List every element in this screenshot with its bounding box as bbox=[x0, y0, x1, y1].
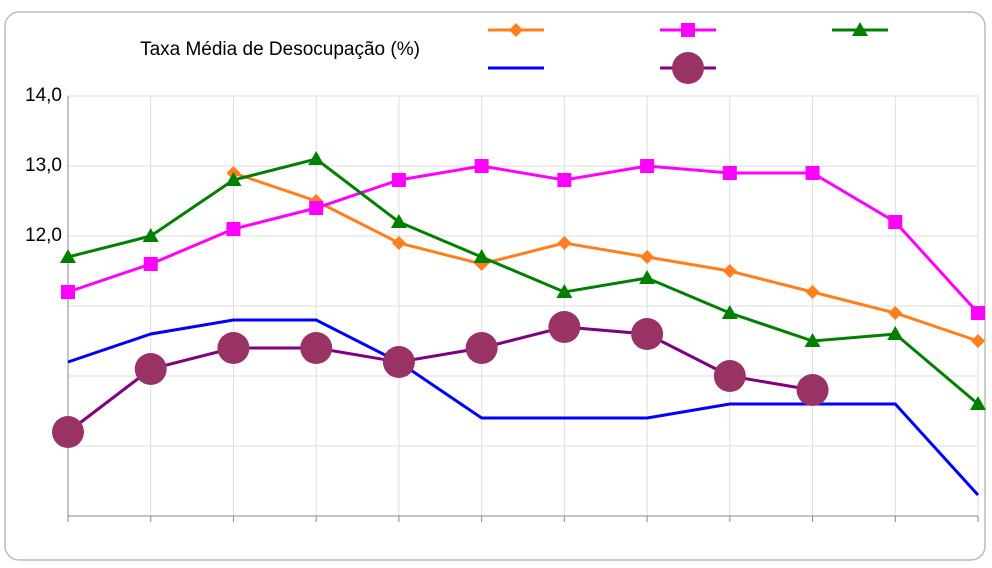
data-point bbox=[143, 257, 158, 271]
data-point bbox=[391, 173, 406, 187]
data-point bbox=[888, 215, 903, 229]
data-point bbox=[465, 332, 498, 364]
data-point bbox=[721, 305, 738, 319]
data-point bbox=[474, 159, 489, 173]
data-point bbox=[888, 306, 903, 320]
data-point bbox=[639, 270, 656, 284]
data-point bbox=[805, 285, 820, 299]
data-point bbox=[300, 332, 333, 364]
data-point bbox=[473, 249, 490, 263]
data-point bbox=[796, 374, 829, 406]
y-tick-label: 12,0 bbox=[25, 225, 62, 246]
data-point bbox=[390, 214, 407, 228]
data-point bbox=[391, 236, 406, 250]
data-point bbox=[225, 172, 242, 186]
data-point bbox=[217, 332, 250, 364]
data-point bbox=[309, 201, 324, 215]
legend-marker bbox=[852, 22, 868, 36]
data-point bbox=[134, 353, 167, 385]
data-point bbox=[556, 284, 573, 298]
data-point bbox=[382, 346, 415, 378]
data-point bbox=[971, 306, 985, 320]
data-point bbox=[61, 285, 75, 299]
data-point bbox=[557, 173, 572, 187]
data-point bbox=[60, 249, 76, 263]
data-point bbox=[713, 360, 746, 392]
data-point bbox=[804, 333, 821, 347]
data-point bbox=[548, 311, 581, 343]
data-point bbox=[308, 151, 325, 165]
series-line bbox=[67, 164, 980, 315]
data-point bbox=[722, 264, 737, 278]
chart-title: Taxa Média de Desocupação (%) bbox=[140, 39, 420, 60]
data-point bbox=[142, 228, 159, 242]
data-point bbox=[631, 318, 664, 350]
data-point bbox=[887, 326, 904, 340]
data-point bbox=[640, 250, 655, 264]
series-line bbox=[67, 318, 980, 497]
series-line bbox=[67, 325, 813, 434]
legend-marker bbox=[672, 52, 704, 84]
legend-marker bbox=[681, 23, 695, 37]
series-line bbox=[232, 171, 979, 343]
data-point bbox=[805, 166, 820, 180]
data-point bbox=[226, 222, 241, 236]
y-tick-label: 14,0 bbox=[25, 85, 62, 106]
data-point bbox=[640, 159, 655, 173]
legend-marker bbox=[509, 23, 523, 37]
data-point bbox=[722, 166, 737, 180]
data-point bbox=[52, 416, 84, 448]
y-tick-label: 13,0 bbox=[25, 155, 62, 176]
data-point bbox=[557, 236, 572, 250]
series-line bbox=[67, 157, 979, 406]
data-point bbox=[970, 396, 986, 410]
data-point bbox=[971, 334, 985, 348]
